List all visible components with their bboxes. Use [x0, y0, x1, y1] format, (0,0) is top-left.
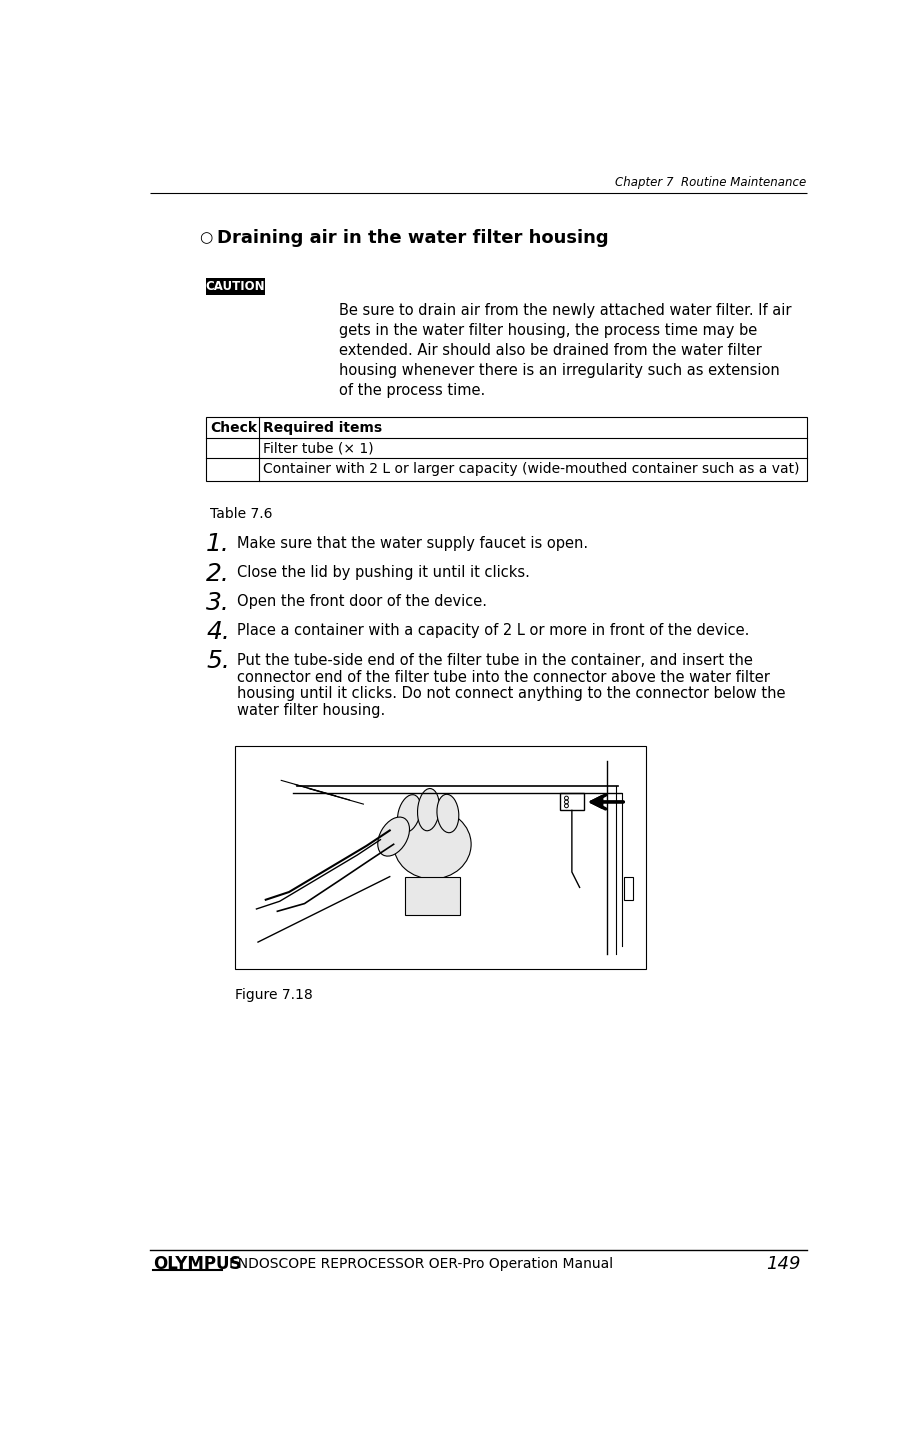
Text: 2.: 2.: [206, 562, 230, 585]
Text: housing whenever there is an irregularity such as extension: housing whenever there is an irregularit…: [339, 363, 780, 379]
Bar: [624, 876, 633, 899]
Bar: [405, 876, 459, 915]
Text: Figure 7.18: Figure 7.18: [235, 988, 313, 1002]
Text: Close the lid by pushing it until it clicks.: Close the lid by pushing it until it cli…: [238, 565, 530, 579]
Text: 4.: 4.: [206, 621, 230, 644]
Text: Required items: Required items: [263, 420, 382, 435]
Text: Place a container with a capacity of 2 L or more in front of the device.: Place a container with a capacity of 2 L…: [238, 624, 749, 638]
Ellipse shape: [393, 810, 471, 879]
Ellipse shape: [378, 817, 410, 856]
Ellipse shape: [436, 794, 458, 833]
Bar: [206, 417, 807, 480]
Text: Check: Check: [210, 420, 257, 435]
Text: ○: ○: [200, 229, 213, 245]
Text: connector end of the filter tube into the connector above the water filter: connector end of the filter tube into th…: [238, 670, 770, 684]
Text: 149: 149: [766, 1255, 801, 1273]
Text: Put the tube-side end of the filter tube in the container, and insert the: Put the tube-side end of the filter tube…: [238, 652, 753, 668]
Text: housing until it clicks. Do not connect anything to the connector below the: housing until it clicks. Do not connect …: [238, 687, 786, 701]
Bar: [235, 746, 646, 969]
Text: Make sure that the water supply faucet is open.: Make sure that the water supply faucet i…: [238, 535, 588, 551]
Bar: [206, 278, 265, 294]
Text: 3.: 3.: [206, 591, 230, 615]
Text: gets in the water filter housing, the process time may be: gets in the water filter housing, the pr…: [339, 323, 757, 338]
Text: Be sure to drain air from the newly attached water filter. If air: Be sure to drain air from the newly atta…: [339, 303, 792, 318]
Text: 5.: 5.: [206, 650, 230, 674]
Text: CAUTION: CAUTION: [205, 280, 265, 293]
Text: Table 7.6: Table 7.6: [210, 508, 272, 521]
Text: OLYMPUS: OLYMPUS: [153, 1255, 242, 1273]
Text: water filter housing.: water filter housing.: [238, 704, 385, 718]
Text: Open the front door of the device.: Open the front door of the device.: [238, 594, 487, 609]
Text: Chapter 7  Routine Maintenance: Chapter 7 Routine Maintenance: [615, 176, 807, 189]
Text: ENDOSCOPE REPROCESSOR OER-Pro Operation Manual: ENDOSCOPE REPROCESSOR OER-Pro Operation …: [229, 1258, 613, 1271]
Text: Draining air in the water filter housing: Draining air in the water filter housing: [217, 229, 609, 247]
Bar: [560, 793, 583, 810]
Ellipse shape: [397, 794, 421, 832]
Text: extended. Air should also be drained from the water filter: extended. Air should also be drained fro…: [339, 343, 762, 358]
Text: Filter tube (× 1): Filter tube (× 1): [263, 442, 374, 456]
Text: Container with 2 L or larger capacity (wide-mouthed container such as a vat): Container with 2 L or larger capacity (w…: [263, 462, 800, 476]
Text: 1.: 1.: [206, 532, 230, 556]
Ellipse shape: [417, 789, 439, 830]
Text: of the process time.: of the process time.: [339, 383, 486, 399]
